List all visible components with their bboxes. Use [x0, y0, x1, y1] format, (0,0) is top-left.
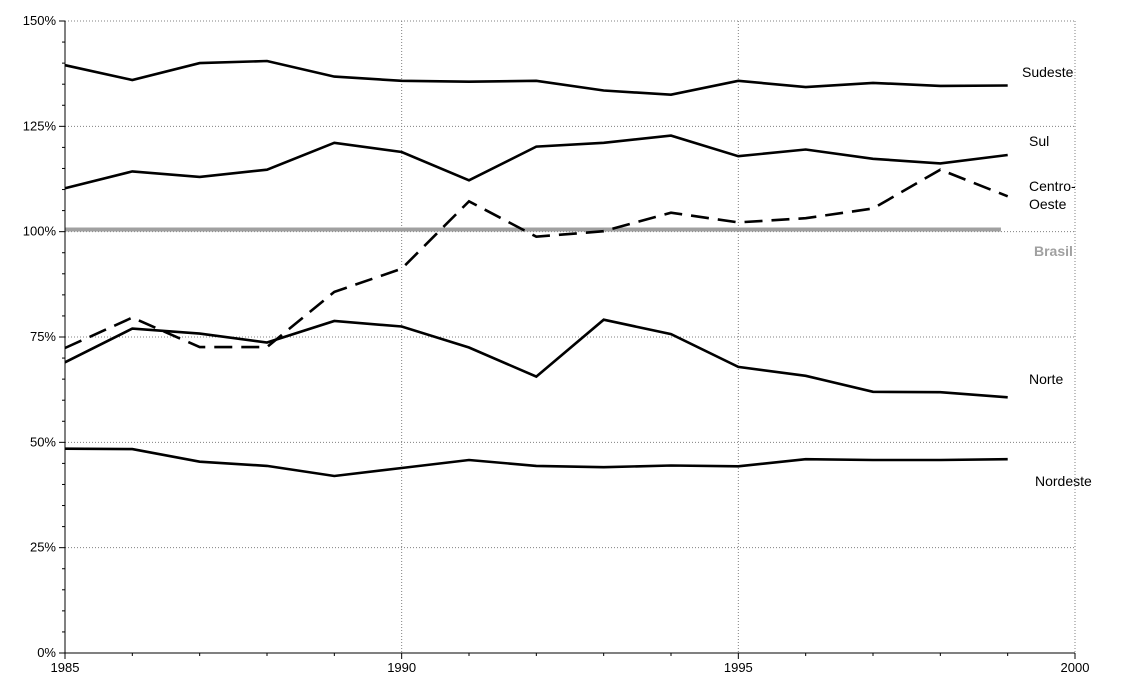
y-tick-label-125: 125%	[23, 118, 57, 133]
series-line-nordeste	[64, 447, 1008, 478]
x-tick-label-1995: 1995	[724, 660, 753, 675]
y-tick-label-150: 150%	[23, 13, 57, 28]
y-tick-label-25: 25%	[30, 540, 56, 555]
series-label-centro-oeste-line1: Centro-	[1029, 178, 1076, 194]
series-label-nordeste: Nordeste	[1035, 473, 1092, 489]
series-line-sudeste	[64, 59, 1008, 97]
x-tick-label-2000: 2000	[1061, 660, 1090, 675]
grid-lines	[65, 20, 1076, 653]
y-tick-label-75: 75%	[30, 329, 56, 344]
series-label-norte: Norte	[1029, 371, 1063, 387]
series-line-centro-oeste	[64, 168, 1009, 350]
series-line-norte	[64, 318, 1008, 399]
series-label-brasil: Brasil	[1034, 243, 1073, 259]
series-label-sul: Sul	[1029, 133, 1049, 149]
axes: 0% 25% 50% 75% 100% 125% 150% 1985 1990 1995 2000	[23, 13, 1090, 675]
series-line-sul	[64, 134, 1008, 190]
series-labels: Sudeste Sul Centro- Oeste Norte Nordeste Brasi…	[1022, 64, 1092, 489]
x-tick-label-1985: 1985	[51, 660, 80, 675]
x-tick-label-1990: 1990	[387, 660, 416, 675]
y-tick-label-50: 50%	[30, 434, 56, 449]
y-tick-label-100: 100%	[23, 224, 57, 239]
y-tick-label-0: 0%	[37, 645, 56, 660]
series-label-centro-oeste-line2: Oeste	[1029, 196, 1067, 212]
series-label-sudeste: Sudeste	[1022, 64, 1074, 80]
series-group	[64, 59, 1009, 478]
